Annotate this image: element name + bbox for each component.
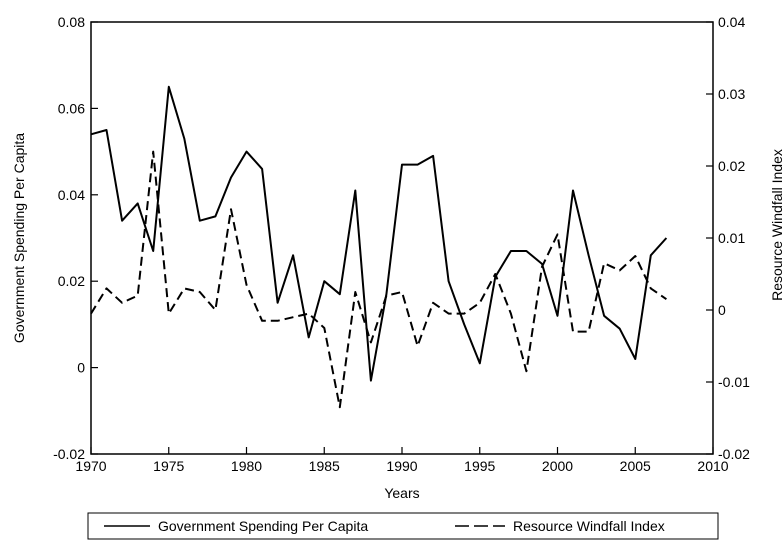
right-tick-label: 0.04: [718, 14, 745, 30]
right-tick-label: 0: [718, 302, 726, 318]
government-spending-line: [90, 85, 668, 382]
right-tick-label: 0.03: [718, 86, 745, 102]
x-tick-label: 2000: [542, 458, 573, 474]
resource-windfall-line: [90, 150, 667, 409]
series-lines: [90, 85, 668, 409]
right-tick-label: 0.02: [718, 158, 745, 174]
x-tick-label: 1990: [386, 458, 417, 474]
right-tick-label: -0.01: [718, 374, 750, 390]
x-tick-label: 2010: [697, 458, 728, 474]
x-tick-label: 1995: [464, 458, 495, 474]
left-tick-label: 0: [77, 360, 85, 376]
left-axis-label: Government Spending Per Capita: [11, 133, 27, 343]
plot-frame: [90, 21, 714, 455]
x-axis-ticks: 1970 1975 1980 1985 1990 1995 2000 2005 2010: [75, 447, 729, 474]
x-tick-label: 1980: [231, 458, 262, 474]
x-tick-label: 1975: [153, 458, 184, 474]
x-axis-label: Years: [384, 485, 419, 501]
legend: Government Spending Per Capita Resource …: [87, 512, 719, 540]
right-tick-label: -0.02: [718, 446, 750, 462]
left-axis-ticks: -0.02 0 0.02 0.04 0.06 0.08: [53, 14, 98, 462]
right-tick-label: 0.01: [718, 230, 745, 246]
x-tick-label: 1970: [75, 458, 106, 474]
right-axis-label: Resource Windfall Index: [769, 149, 784, 301]
legend-label-resource-windfall: Resource Windfall Index: [513, 518, 665, 534]
right-axis-ticks: -0.02 -0.01 0 0.01 0.02 0.03 0.04: [706, 14, 750, 462]
left-tick-label: 0.06: [58, 100, 85, 116]
left-tick-label: 0.04: [58, 187, 85, 203]
left-tick-label: 0.02: [58, 273, 85, 289]
legend-box: [87, 512, 719, 540]
left-tick-label: -0.02: [53, 446, 85, 462]
left-tick-label: 0.08: [58, 14, 85, 30]
x-tick-label: 2005: [620, 458, 651, 474]
legend-label-government-spending: Government Spending Per Capita: [158, 518, 368, 534]
x-tick-label: 1985: [309, 458, 340, 474]
